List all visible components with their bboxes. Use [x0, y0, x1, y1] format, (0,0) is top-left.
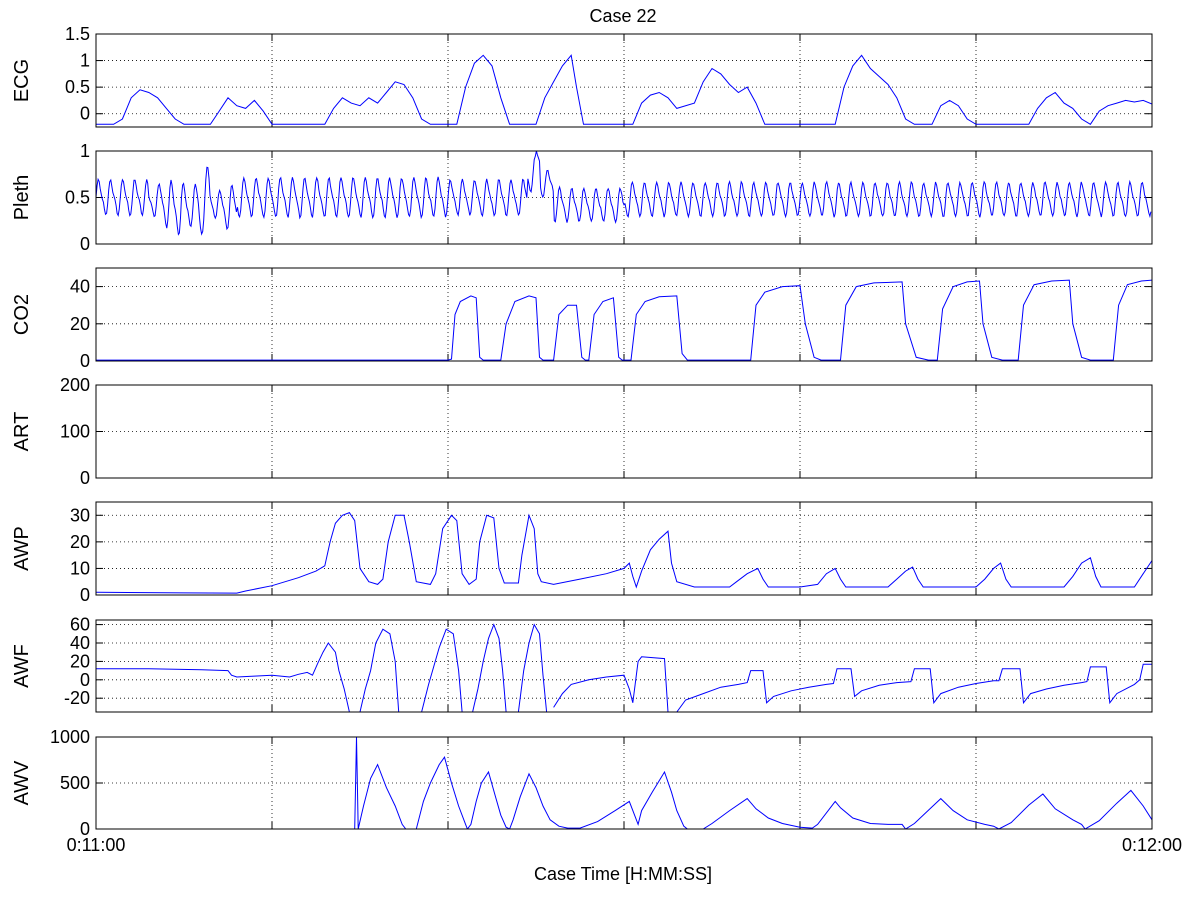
y-axis-label: AWV: [11, 760, 33, 805]
y-tick-label: 0: [80, 819, 90, 839]
series-line-awf-5: [553, 656, 669, 712]
series-line-awf-1: [359, 628, 400, 712]
panel-background: [96, 502, 1152, 595]
y-tick-label: 500: [60, 773, 90, 793]
y-tick-label: 40: [70, 277, 90, 297]
y-tick-label: -20: [64, 688, 90, 708]
y-tick-label: 0: [80, 468, 90, 488]
x-tick-label-start: 0:11:00: [67, 835, 126, 855]
y-axis-label: AWF: [11, 644, 33, 688]
y-tick-label: 30: [70, 505, 90, 525]
panel-frame: [95, 736, 1153, 830]
x-axis-label: Case Time [H:MM:SS]: [534, 864, 712, 884]
x-tick-label-end: 0:12:00: [1122, 835, 1182, 855]
panel-art: 0 100 200 ART: [11, 375, 1153, 488]
panel-co2: 0 20 40 CO2: [11, 267, 1153, 371]
y-tick-label: 100: [60, 422, 90, 442]
panel-frame: [95, 267, 1153, 362]
y-axis-label: CO2: [11, 294, 33, 335]
series-line-ecg-0: [96, 54, 1152, 125]
panel-awv: 0 500 1000 AWV: [11, 727, 1153, 839]
y-tick-label: 0: [80, 234, 90, 254]
panel-frame: [95, 150, 1153, 245]
y-axis-label: ART: [11, 412, 33, 452]
chart-title: Case 22: [589, 6, 656, 26]
y-axis-label: Pleth: [11, 175, 33, 221]
panels-group: 00.511.5ECG00.51Pleth02040CO20100200ART0…: [11, 24, 1153, 839]
y-tick-label: 0: [80, 104, 90, 124]
y-tick-label: 1.5: [65, 24, 90, 44]
panel-frame: [95, 501, 1153, 596]
series-line-pleth: [96, 151, 1152, 236]
series-line-awv-0: [96, 737, 1152, 829]
panel-pleth: 0 0.5 1 Pleth: [11, 141, 1153, 254]
panel-frame: [95, 33, 1153, 128]
y-tick-label: 10: [70, 558, 90, 578]
y-tick-label: 20: [70, 651, 90, 671]
y-tick-label: 20: [70, 314, 90, 334]
y-tick-label: 200: [60, 375, 90, 395]
panel-frame: [95, 619, 1153, 713]
y-tick-label: 40: [70, 633, 90, 653]
y-axis-label: AWP: [11, 526, 33, 571]
y-tick-label: 0.5: [65, 188, 90, 208]
y-tick-label: 1: [80, 51, 90, 71]
y-tick-label: 0: [80, 351, 90, 371]
y-tick-label: 1000: [50, 727, 90, 747]
y-tick-label: 0.5: [65, 77, 90, 97]
y-tick-label: 0: [80, 585, 90, 605]
panel-frame: [95, 384, 1153, 479]
y-tick-label: 0: [80, 670, 90, 690]
panel-background: [96, 34, 1152, 127]
panel-background: [96, 268, 1152, 361]
y-tick-label: 1: [80, 141, 90, 161]
series-line-awf-4: [517, 623, 548, 712]
series-line-co2-0: [96, 279, 1152, 361]
series-line-awf-6: [676, 663, 1152, 712]
series-line-awf-0: [96, 642, 350, 712]
series-line-awf-3: [472, 623, 507, 712]
series-line-awf-2: [421, 628, 463, 712]
series-line-awp-0: [96, 511, 1152, 594]
y-axis-label: ECG: [11, 59, 33, 102]
y-tick-label: 20: [70, 532, 90, 552]
panel-ecg: 0 0.5 1 1.5 ECG: [11, 24, 1153, 128]
panel-awp: 0 10 20 30 AWP: [11, 501, 1153, 605]
y-tick-label: 60: [70, 615, 90, 635]
